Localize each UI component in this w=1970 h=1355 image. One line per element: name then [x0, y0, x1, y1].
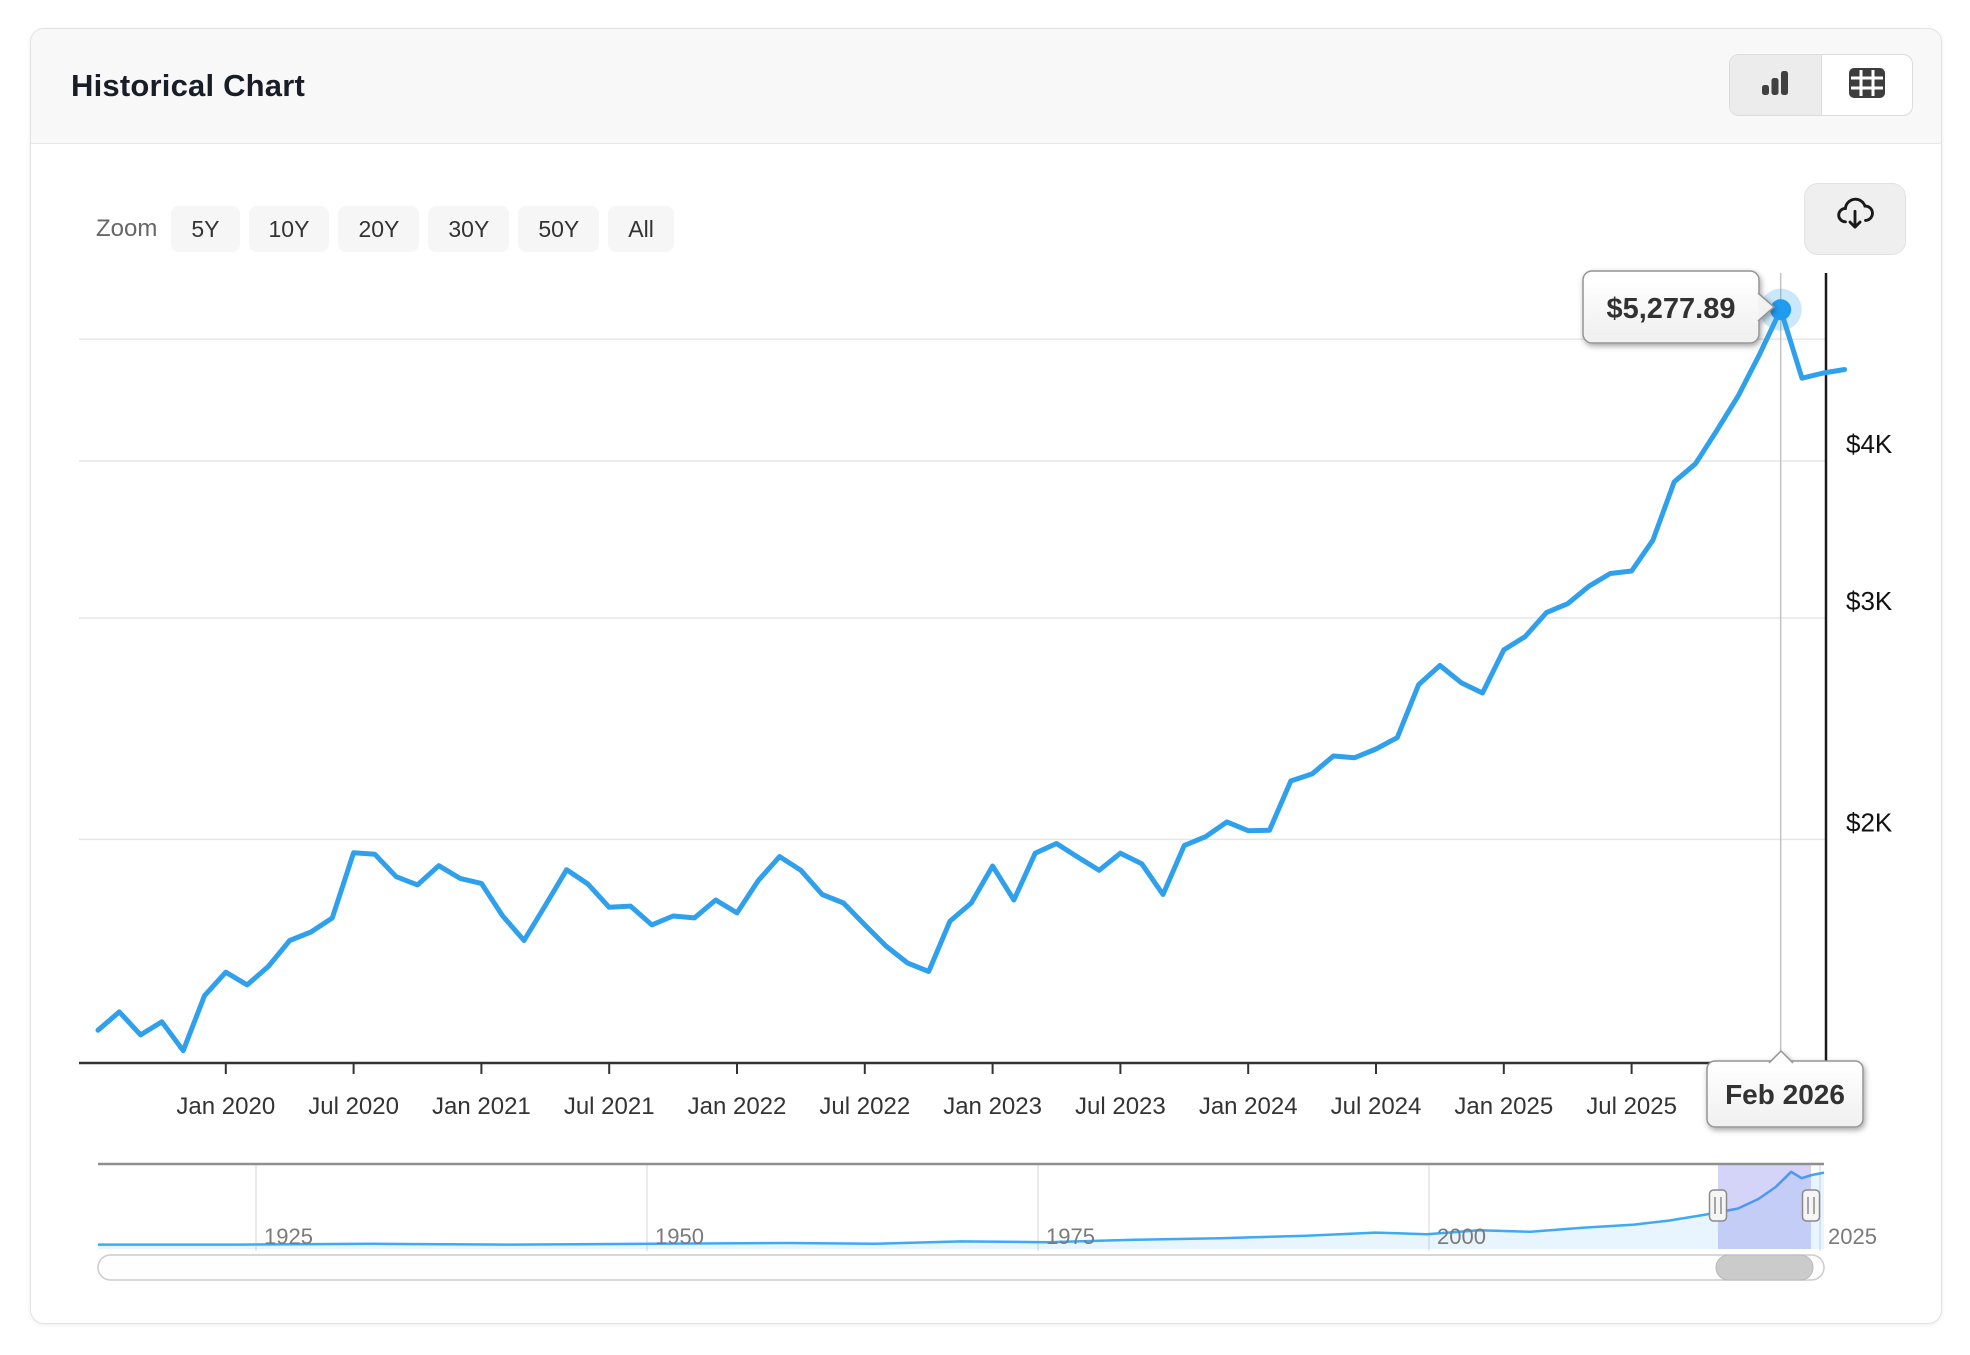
zoom-chip-5y[interactable]: 5Y [171, 206, 240, 252]
x-axis-label: Jul 2021 [564, 1093, 655, 1120]
cloud-download-icon [1832, 194, 1878, 245]
zoom-chip-10y[interactable]: 10Y [248, 206, 330, 252]
x-axis-label: Jan 2024 [1199, 1093, 1298, 1120]
zoom-bar: Zoom 5Y 10Y 20Y 30Y 50Y All [96, 206, 683, 252]
bar-chart-icon [1760, 69, 1790, 102]
nav-mini-line [98, 1170, 1825, 1246]
y-axis-label: $4K [1846, 429, 1893, 459]
navigator-handle-left[interactable] [1708, 1189, 1728, 1222]
zoom-chip-30y[interactable]: 30Y [428, 206, 510, 252]
nav-year-label: 2000 [1437, 1224, 1486, 1249]
zoom-label: Zoom [96, 215, 158, 242]
chart-canvas: Jan 2020 Jul 2020 Jan 2021 Jul 2021 Jan 2022… [79, 270, 1893, 1281]
zoom-chip-20y[interactable]: 20Y [338, 206, 420, 252]
zoom-chip-50y[interactable]: 50Y [518, 206, 600, 252]
zoom-chip-all[interactable]: All [608, 206, 674, 252]
date-tooltip-value: Feb 2026 [1725, 1079, 1845, 1110]
y-axis-label: $2K [1846, 807, 1893, 837]
x-axis-label: Jan 2022 [688, 1093, 787, 1120]
x-axis-label: Jan 2025 [1454, 1093, 1553, 1120]
x-axis-label: Jan 2021 [432, 1093, 531, 1120]
table-view-button[interactable] [1820, 55, 1913, 115]
view-toggle [1729, 54, 1913, 116]
y-axis-label: $3K [1846, 586, 1893, 616]
nav-year-label: 1950 [655, 1224, 704, 1249]
historical-chart-card: Historical Chart [30, 28, 1942, 1324]
scrollbar-track[interactable] [97, 1254, 1825, 1281]
nav-year-label: 1925 [264, 1224, 313, 1249]
nav-area [98, 1171, 1824, 1249]
x-axis-label: Jul 2022 [819, 1093, 910, 1120]
x-axis-label: Jul 2025 [1586, 1093, 1677, 1120]
card-header: Historical Chart [31, 29, 1941, 144]
x-axis-label: Jul 2024 [1331, 1093, 1422, 1120]
nav-year-label: 2025 [1828, 1224, 1877, 1249]
page-title: Historical Chart [71, 68, 306, 103]
navigator-selection[interactable] [1718, 1164, 1811, 1249]
date-tooltip: Feb 2026 [1706, 1050, 1864, 1128]
x-axis-label: Jul 2020 [308, 1093, 399, 1120]
scrollbar-thumb[interactable] [1715, 1254, 1814, 1281]
x-axis-label: Jan 2020 [176, 1093, 275, 1120]
nav-year-label: 1975 [1046, 1224, 1095, 1249]
chart-view-button[interactable] [1730, 55, 1821, 115]
navigator-handle-right[interactable] [1801, 1189, 1821, 1222]
x-axis-label: Jan 2023 [943, 1093, 1042, 1120]
download-button[interactable] [1804, 183, 1906, 255]
main-series-line [95, 307, 1848, 1054]
highlight-marker [1770, 299, 1792, 321]
table-icon [1848, 67, 1886, 104]
price-tooltip-value: $5,277.89 [1606, 293, 1735, 325]
x-axis-label: Jul 2023 [1075, 1093, 1166, 1120]
price-tooltip: $5,277.89 [1582, 270, 1775, 344]
